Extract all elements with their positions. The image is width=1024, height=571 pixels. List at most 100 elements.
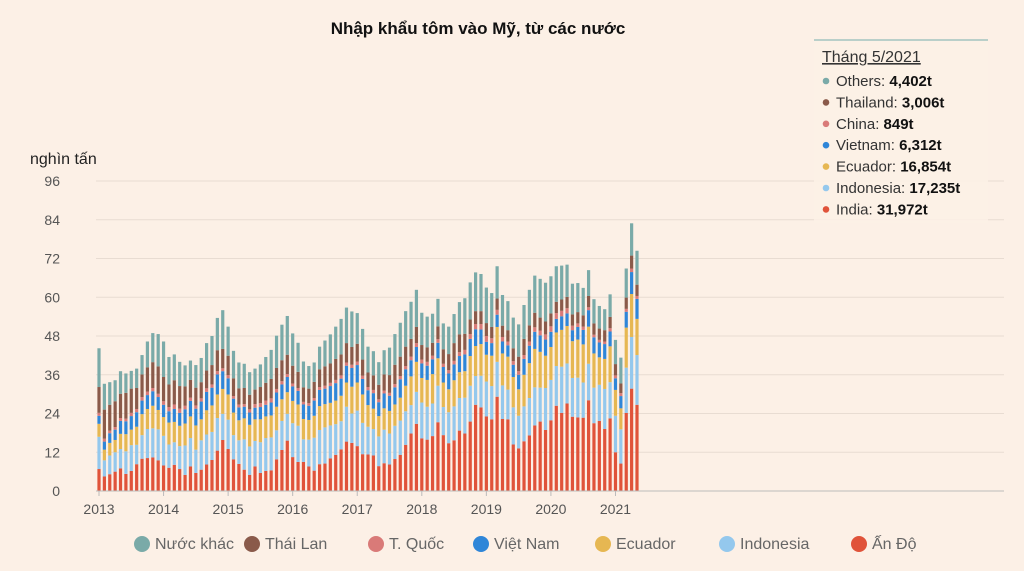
bar-segment[interactable] — [118, 468, 123, 491]
bar-segment[interactable] — [624, 311, 628, 328]
bar-segment[interactable] — [274, 367, 279, 389]
bar-segment[interactable] — [420, 402, 424, 439]
bar-segment[interactable] — [328, 458, 332, 491]
bar-segment[interactable] — [506, 356, 510, 390]
bar-segment[interactable] — [425, 406, 429, 440]
bar-segment[interactable] — [285, 440, 289, 492]
bar-segment[interactable] — [102, 476, 106, 491]
bar-segment[interactable] — [291, 333, 295, 366]
bar-segment[interactable] — [280, 324, 284, 361]
bar-segment[interactable] — [565, 363, 569, 404]
bar-segment[interactable] — [355, 410, 359, 447]
bar-segment[interactable] — [328, 386, 332, 403]
bar-segment[interactable] — [210, 384, 214, 388]
bar-segment[interactable] — [361, 394, 365, 423]
bar-segment[interactable] — [108, 404, 112, 431]
bar-segment[interactable] — [517, 371, 521, 375]
bar-segment[interactable] — [468, 334, 472, 339]
bar-segment[interactable] — [387, 464, 392, 491]
bar-segment[interactable] — [430, 374, 435, 404]
bar-segment[interactable] — [430, 342, 435, 356]
bar-segment[interactable] — [97, 348, 101, 388]
bar-segment[interactable] — [161, 417, 166, 436]
bar-segment[interactable] — [409, 405, 413, 434]
bar-segment[interactable] — [172, 464, 176, 491]
bar-segment[interactable] — [274, 392, 279, 407]
bar-segment[interactable] — [382, 408, 386, 430]
bar-segment[interactable] — [468, 282, 472, 320]
bar-segment[interactable] — [129, 416, 133, 430]
bar-segment[interactable] — [560, 329, 564, 367]
bar-segment[interactable] — [118, 420, 123, 434]
bar-segment[interactable] — [506, 345, 510, 357]
bar-segment[interactable] — [108, 455, 112, 475]
bar-segment[interactable] — [414, 391, 419, 424]
bar-segment[interactable] — [328, 363, 332, 383]
bar-segment[interactable] — [328, 402, 332, 426]
bar-segment[interactable] — [231, 350, 236, 379]
bar-segment[interactable] — [517, 324, 521, 357]
bar-segment[interactable] — [457, 356, 462, 373]
bar-segment[interactable] — [619, 393, 623, 397]
bar-segment[interactable] — [231, 396, 236, 399]
bar-segment[interactable] — [253, 440, 257, 467]
bar-segment[interactable] — [296, 425, 300, 462]
bar-segment[interactable] — [317, 346, 322, 370]
bar-segment[interactable] — [231, 398, 236, 413]
bar-segment[interactable] — [404, 346, 408, 367]
bar-segment[interactable] — [258, 472, 262, 491]
bar-segment[interactable] — [183, 409, 187, 424]
bar-segment[interactable] — [474, 272, 478, 312]
bar-segment[interactable] — [554, 266, 558, 302]
bar-segment[interactable] — [205, 370, 209, 389]
bar-segment[interactable] — [495, 326, 499, 362]
bar-segment[interactable] — [387, 392, 392, 396]
bar-segment[interactable] — [124, 418, 128, 422]
bar-segment[interactable] — [156, 366, 160, 394]
bar-segment[interactable] — [393, 384, 397, 388]
bar-segment[interactable] — [317, 429, 322, 465]
bar-segment[interactable] — [237, 440, 241, 464]
bar-segment[interactable] — [248, 394, 252, 410]
bar-segment[interactable] — [183, 474, 187, 491]
bar-segment[interactable] — [215, 418, 219, 451]
bar-segment[interactable] — [565, 325, 569, 364]
bar-segment[interactable] — [382, 374, 386, 391]
bar-segment[interactable] — [328, 425, 332, 459]
bar-segment[interactable] — [576, 377, 580, 418]
bar-segment[interactable] — [500, 385, 505, 419]
bar-segment[interactable] — [307, 403, 311, 406]
bar-segment[interactable] — [344, 362, 349, 366]
bar-segment[interactable] — [317, 406, 322, 430]
bar-segment[interactable] — [167, 384, 171, 408]
bar-segment[interactable] — [248, 412, 252, 425]
bar-segment[interactable] — [576, 283, 580, 313]
bar-segment[interactable] — [205, 410, 209, 435]
bar-segment[interactable] — [178, 469, 182, 491]
bar-segment[interactable] — [495, 309, 499, 315]
bar-segment[interactable] — [495, 396, 499, 491]
bar-segment[interactable] — [161, 465, 166, 491]
bar-segment[interactable] — [210, 365, 214, 385]
bar-segment[interactable] — [506, 389, 510, 420]
bar-segment[interactable] — [264, 416, 268, 439]
bar-segment[interactable] — [291, 383, 295, 387]
bar-segment[interactable] — [570, 416, 575, 491]
bar-segment[interactable] — [161, 435, 166, 466]
bar-segment[interactable] — [242, 406, 246, 419]
bar-segment[interactable] — [366, 390, 370, 406]
bar-segment[interactable] — [371, 455, 375, 491]
bar-segment[interactable] — [522, 338, 526, 356]
bar-segment[interactable] — [436, 339, 440, 343]
bar-segment[interactable] — [603, 330, 607, 342]
bar-segment[interactable] — [113, 471, 117, 492]
bar-segment[interactable] — [500, 325, 505, 337]
bar-segment[interactable] — [258, 387, 262, 404]
bar-segment[interactable] — [102, 449, 106, 461]
bar-segment[interactable] — [237, 463, 241, 492]
bar-segment[interactable] — [135, 387, 139, 409]
bar-segment[interactable] — [129, 388, 133, 413]
bar-segment[interactable] — [323, 388, 327, 405]
bar-segment[interactable] — [253, 407, 257, 420]
bar-segment[interactable] — [398, 397, 402, 421]
